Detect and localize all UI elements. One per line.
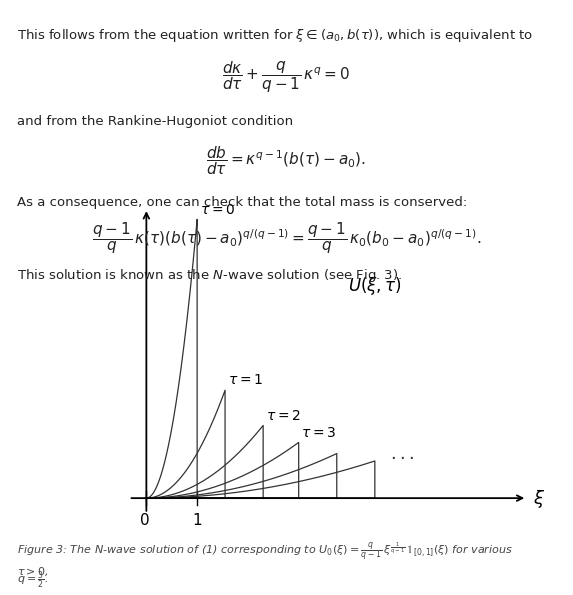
Text: $U(\xi,\tau)$: $U(\xi,\tau)$ bbox=[348, 275, 402, 298]
Text: $\xi$: $\xi$ bbox=[533, 488, 545, 511]
Text: $0$: $0$ bbox=[139, 512, 149, 528]
Text: $\tau = 0$: $\tau = 0$ bbox=[199, 203, 235, 217]
Text: $1$: $1$ bbox=[192, 512, 202, 528]
Text: $\dfrac{q-1}{q}\,\kappa(\tau)\left(b(\tau)-a_0\right)^{q/(q-1)} = \dfrac{q-1}{q}: $\dfrac{q-1}{q}\,\kappa(\tau)\left(b(\ta… bbox=[92, 220, 481, 256]
Text: $\dfrac{db}{d\tau} = \kappa^{q-1}\left(b(\tau) - a_0\right).$: $\dfrac{db}{d\tau} = \kappa^{q-1}\left(b… bbox=[206, 144, 367, 177]
Text: $...$: $...$ bbox=[390, 444, 414, 462]
Text: $\tau = 1$: $\tau = 1$ bbox=[227, 374, 262, 387]
Text: Figure 3: The $N$-wave solution of (1) corresponding to $U_0(\xi) = \frac{q}{q-1: Figure 3: The $N$-wave solution of (1) c… bbox=[17, 540, 513, 578]
Text: As a consequence, one can check that the total mass is conserved:: As a consequence, one can check that the… bbox=[17, 196, 468, 209]
Text: $\tau = 3$: $\tau = 3$ bbox=[301, 425, 336, 440]
Text: $\dfrac{d\kappa}{d\tau} + \dfrac{q}{q-1}\,\kappa^q = 0$: $\dfrac{d\kappa}{d\tau} + \dfrac{q}{q-1}… bbox=[222, 60, 351, 95]
Text: This follows from the equation written for $\xi \in (a_0, b(\tau))$, which is eq: This follows from the equation written f… bbox=[17, 27, 533, 44]
Text: and from the Rankine-Hugoniot condition: and from the Rankine-Hugoniot condition bbox=[17, 115, 293, 129]
Text: This solution is known as the $N$-wave solution (see Fig. 3).: This solution is known as the $N$-wave s… bbox=[17, 267, 402, 284]
Text: $q = \frac{3}{2}$.: $q = \frac{3}{2}$. bbox=[17, 569, 48, 591]
Text: $\tau = 2$: $\tau = 2$ bbox=[266, 409, 300, 422]
